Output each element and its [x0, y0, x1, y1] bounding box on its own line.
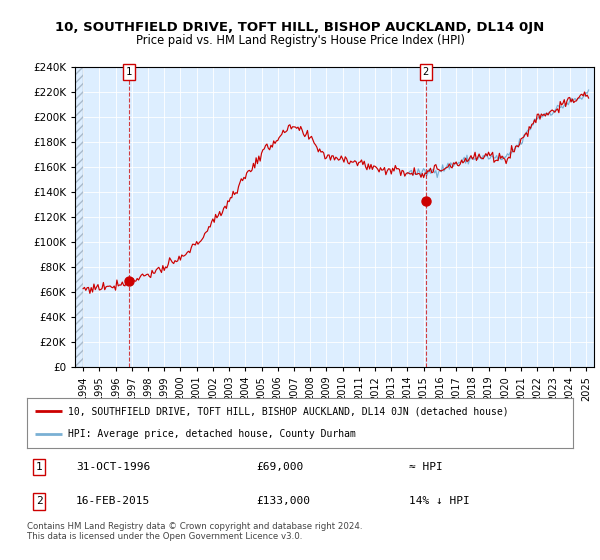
Text: 14% ↓ HPI: 14% ↓ HPI — [409, 497, 470, 506]
Text: 1: 1 — [126, 67, 132, 77]
Text: 2: 2 — [422, 67, 429, 77]
Text: 1: 1 — [35, 462, 43, 472]
Text: £69,000: £69,000 — [256, 462, 304, 472]
Text: Contains HM Land Registry data © Crown copyright and database right 2024.
This d: Contains HM Land Registry data © Crown c… — [27, 522, 362, 542]
Text: 2: 2 — [35, 497, 43, 506]
Text: 16-FEB-2015: 16-FEB-2015 — [76, 497, 151, 506]
Text: 10, SOUTHFIELD DRIVE, TOFT HILL, BISHOP AUCKLAND, DL14 0JN (detached house): 10, SOUTHFIELD DRIVE, TOFT HILL, BISHOP … — [68, 406, 509, 416]
Text: Price paid vs. HM Land Registry's House Price Index (HPI): Price paid vs. HM Land Registry's House … — [136, 34, 464, 46]
Text: 10, SOUTHFIELD DRIVE, TOFT HILL, BISHOP AUCKLAND, DL14 0JN: 10, SOUTHFIELD DRIVE, TOFT HILL, BISHOP … — [55, 21, 545, 34]
Text: ≈ HPI: ≈ HPI — [409, 462, 443, 472]
Text: HPI: Average price, detached house, County Durham: HPI: Average price, detached house, Coun… — [68, 430, 356, 440]
Text: 31-OCT-1996: 31-OCT-1996 — [76, 462, 151, 472]
Text: £133,000: £133,000 — [256, 497, 310, 506]
